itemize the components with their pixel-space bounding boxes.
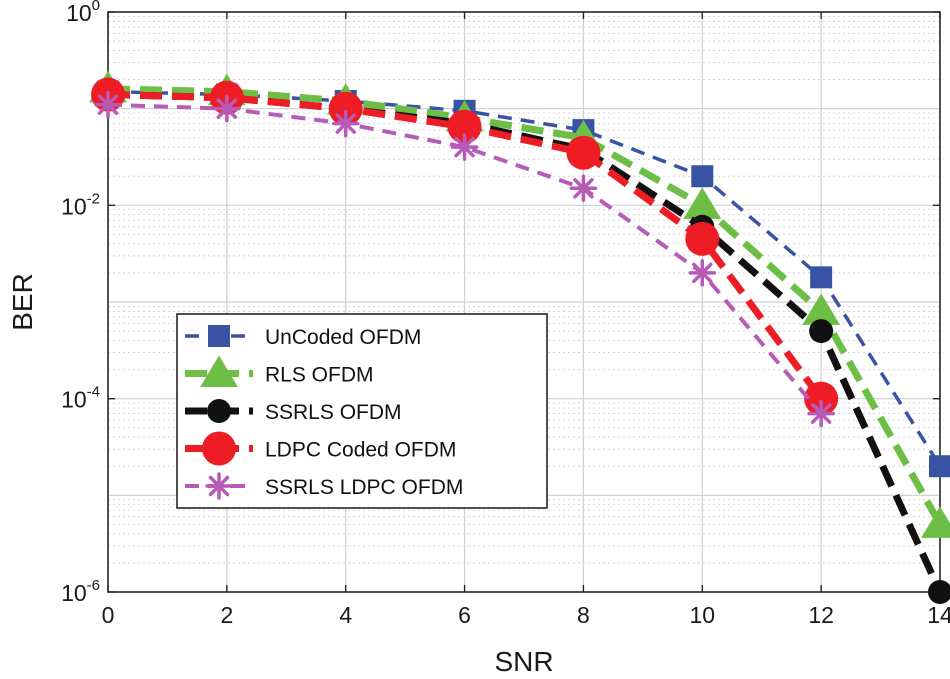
series-4-point-spoke — [573, 178, 594, 199]
data-series — [89, 70, 950, 604]
legend-label: SSRLS OFDM — [265, 401, 402, 424]
legend: UnCoded OFDM RLS OFDM SSRLS OFDM LDPC Coded… — [176, 313, 548, 509]
series-3-point-shape — [685, 221, 720, 256]
series-4-point-spoke — [810, 403, 832, 424]
series-4-point-spoke — [335, 113, 356, 134]
legend-label: LDPC Coded OFDM — [265, 439, 456, 462]
series-4-point — [331, 109, 360, 138]
x-tick-label: 0 — [102, 602, 115, 628]
x-tick-label: 10 — [689, 602, 715, 628]
series-3-point-shape — [566, 135, 601, 170]
legend-label: SSRLS LDPC OFDM — [265, 476, 463, 499]
y-tick-label: 10-6 — [61, 577, 100, 606]
series-0-point-shape — [929, 455, 950, 478]
legend-swatch-marker-shape — [200, 355, 238, 387]
x-tick-label: 6 — [458, 602, 471, 628]
legend-swatch-marker — [208, 325, 230, 347]
y-tick-label: 100 — [66, 0, 100, 26]
series-1-point-shape — [802, 293, 841, 325]
series-2-point-shape — [928, 580, 950, 604]
x-axis-label: SNR — [494, 646, 553, 677]
series-0-point-shape — [691, 165, 714, 188]
series-1-point — [683, 187, 722, 219]
series-line-1 — [107, 85, 944, 527]
series-4-point-spoke — [692, 262, 713, 284]
legend-swatch-marker-shape — [208, 325, 230, 347]
x-tick-label: 8 — [577, 602, 590, 628]
series-1-point-shape — [683, 187, 722, 219]
series-2-point — [809, 319, 834, 344]
legend-swatch-marker-shape — [207, 399, 231, 423]
legend-swatch-marker — [205, 472, 233, 500]
y-tick-label: 10-2 — [61, 190, 100, 219]
x-tick-label: 12 — [808, 602, 834, 628]
series-4-point — [807, 399, 835, 428]
x-tick-label: 4 — [339, 602, 352, 628]
series-1-point — [921, 506, 950, 538]
x-tick-label: 14 — [927, 602, 950, 628]
series-4-point-spoke — [454, 136, 475, 158]
series-4-point — [213, 94, 241, 123]
y-tick-label: 10-4 — [61, 384, 100, 413]
legend-swatch-marker — [200, 355, 238, 387]
series-0-point — [810, 266, 833, 289]
plot-frame — [107, 11, 941, 593]
legend-swatch-marker — [207, 399, 231, 423]
x-tick-label: 2 — [220, 602, 233, 628]
series-0-point — [929, 455, 950, 478]
series-1-point-shape — [921, 506, 950, 538]
series-3-point — [566, 135, 601, 170]
series-2-point — [928, 580, 950, 604]
series-4-point — [569, 174, 598, 203]
series-4-point-spoke — [216, 98, 238, 119]
series-1-point — [802, 293, 841, 325]
series-4-point — [94, 90, 122, 119]
legend-swatch-marker — [202, 431, 236, 466]
series-4-point — [450, 133, 479, 161]
y-axis-label: BER — [7, 273, 38, 331]
series-4-point — [688, 259, 717, 287]
legend-swatch-marker-shape — [202, 431, 236, 466]
series-3-point-shape — [447, 109, 482, 144]
series-0-point — [691, 165, 714, 188]
series-2-point-shape — [809, 319, 834, 344]
series-0-point-shape — [810, 266, 833, 289]
legend-label: UnCoded OFDM — [265, 326, 421, 349]
legend-label: RLS OFDM — [265, 364, 374, 387]
axis-ticks: 0 2 4 6 8 10 12 14 100 10-2 10-4 10-6 — [61, 0, 950, 628]
series-4 — [94, 90, 835, 428]
series-3-point — [685, 221, 720, 256]
series-4-point-spoke — [97, 94, 119, 115]
series-3-point — [447, 109, 482, 144]
legend-swatch-marker-spoke — [208, 475, 230, 497]
